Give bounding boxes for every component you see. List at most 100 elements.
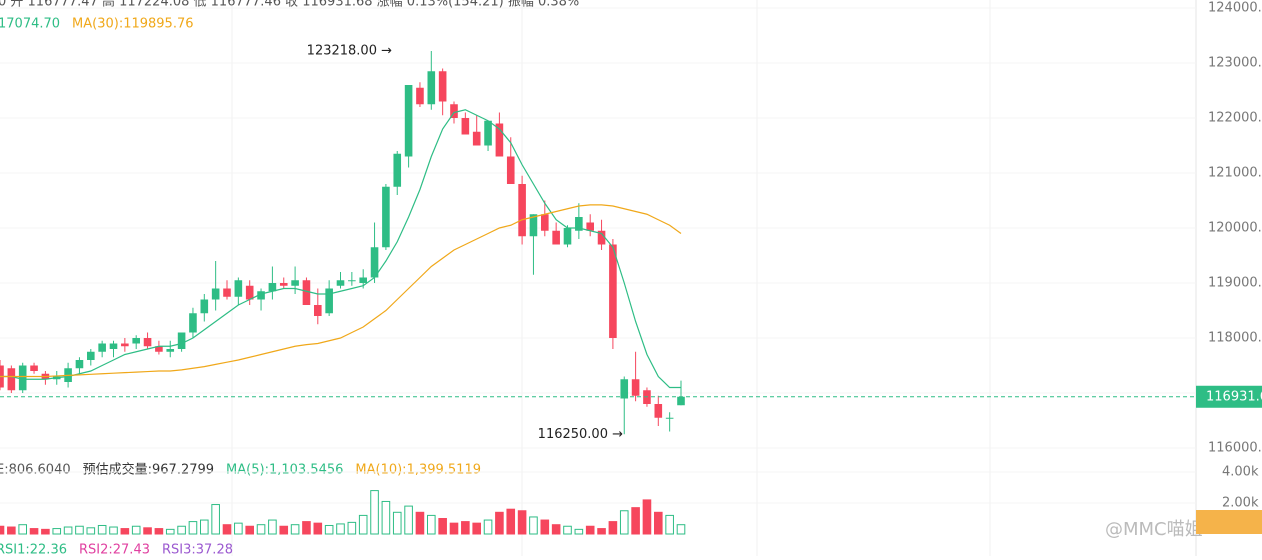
- volume-bar: [370, 490, 379, 535]
- candle-body: [314, 305, 322, 316]
- volume-bar: [336, 523, 345, 535]
- candle-body: [416, 87, 424, 105]
- candle-body: [495, 123, 504, 157]
- candle-body: [370, 247, 379, 278]
- candle-body: [393, 153, 402, 187]
- volume-bar: [18, 524, 27, 535]
- candle-body: [18, 365, 27, 391]
- volume-bar: [165, 528, 175, 535]
- legend-text: MA(10):1,399.5119: [355, 463, 481, 478]
- candle-body: [177, 332, 186, 349]
- volume-bar: [563, 525, 572, 535]
- volume-bar: [483, 519, 493, 535]
- volume-bar: [188, 521, 198, 535]
- volume-bar: [506, 508, 516, 535]
- volume-bar: [109, 526, 118, 535]
- grid-vertical: [231, 0, 991, 556]
- candle-body: [291, 280, 299, 286]
- candle-body: [563, 228, 572, 245]
- candle-body: [211, 288, 220, 300]
- volume-bar: [574, 528, 584, 535]
- volume-bar: [52, 528, 62, 535]
- ohlc-header: 0 开 116777.47 高 117224.08 低 116777.46 收 …: [0, 0, 579, 10]
- candle-body: [143, 338, 152, 347]
- candle-body: [359, 277, 367, 283]
- volume-current-box: [1196, 510, 1262, 534]
- candle-body: [325, 288, 333, 314]
- volume-bar: [256, 524, 266, 535]
- volume-bar: [0, 525, 5, 535]
- volume-bar: [177, 525, 186, 535]
- candle-body: [75, 360, 84, 369]
- low-annotation: 116250.00 →: [538, 427, 623, 442]
- y-tick-label: 122000.0: [1208, 111, 1262, 126]
- volume-bar: [529, 516, 538, 535]
- candle-body: [302, 280, 311, 305]
- candle-body: [620, 379, 629, 399]
- candle-body: [654, 404, 663, 418]
- legend-text: 预估成交量:967.2799: [83, 462, 214, 478]
- volume-bar: [381, 500, 391, 535]
- candle-body: [586, 222, 594, 231]
- volume-bar: [517, 510, 527, 535]
- volume-bar: [608, 521, 618, 535]
- candle-body: [336, 280, 345, 286]
- candle-body: [541, 214, 549, 231]
- candle-body: [552, 230, 560, 245]
- candle-body: [121, 343, 129, 347]
- candle-body: [450, 104, 458, 118]
- volume-bar: [7, 526, 16, 535]
- candle-body: [506, 156, 515, 184]
- volume-bar: [585, 525, 595, 535]
- volume-bar: [358, 514, 368, 535]
- candle-body: [87, 351, 95, 360]
- volume-bar: [143, 527, 152, 535]
- volume-bar: [461, 521, 470, 535]
- legend-text: RSI3:37.28: [162, 543, 233, 557]
- candle-body: [98, 343, 106, 352]
- volume-bar: [540, 519, 550, 535]
- candle-body: [268, 283, 277, 292]
- legend-text: RSI2:27.43: [79, 543, 150, 557]
- volume-bar: [211, 504, 220, 535]
- high-annotation: 123218.00 →: [307, 44, 392, 59]
- volume-bar: [63, 526, 73, 535]
- volume-bar: [404, 505, 413, 535]
- y-tick-label: 123000.0: [1208, 56, 1262, 71]
- volume-bar: [619, 510, 629, 535]
- candle-body: [30, 365, 38, 371]
- candle-body: [234, 280, 243, 297]
- volume-bar: [324, 524, 334, 535]
- candle-body: [575, 217, 583, 231]
- legend-text: E:806.6040: [0, 463, 71, 478]
- candle-body: [382, 186, 390, 248]
- volume-bar: [120, 528, 130, 535]
- candle-body: [665, 417, 674, 419]
- candle-body: [609, 244, 617, 338]
- volume-bar: [642, 499, 652, 535]
- volume-bar: [97, 524, 107, 535]
- volume-bar: [41, 528, 50, 535]
- volume-bar: [676, 524, 686, 535]
- candle-body: [472, 131, 481, 146]
- volume-bar: [597, 528, 606, 535]
- y-tick-label: 116000.0: [1208, 441, 1262, 456]
- volume-bar: [268, 519, 277, 535]
- candle-body: [597, 230, 606, 245]
- candle-body: [245, 285, 254, 300]
- volume-bar: [665, 514, 674, 535]
- volume-bar: [29, 528, 39, 535]
- candle-body: [200, 299, 209, 314]
- volume-bar: [245, 525, 254, 535]
- ma-line: [0, 109, 681, 389]
- y-tick-label: 120000.0: [1208, 221, 1262, 236]
- ma-line: [0, 204, 682, 378]
- volume-bar: [234, 522, 243, 535]
- candle-body: [132, 338, 140, 344]
- volume-bar: [415, 511, 425, 535]
- candle-body: [404, 85, 413, 157]
- candle-body: [223, 288, 231, 297]
- volume-bar: [438, 518, 447, 535]
- legend-text: MA(5):1,103.5456: [226, 463, 343, 478]
